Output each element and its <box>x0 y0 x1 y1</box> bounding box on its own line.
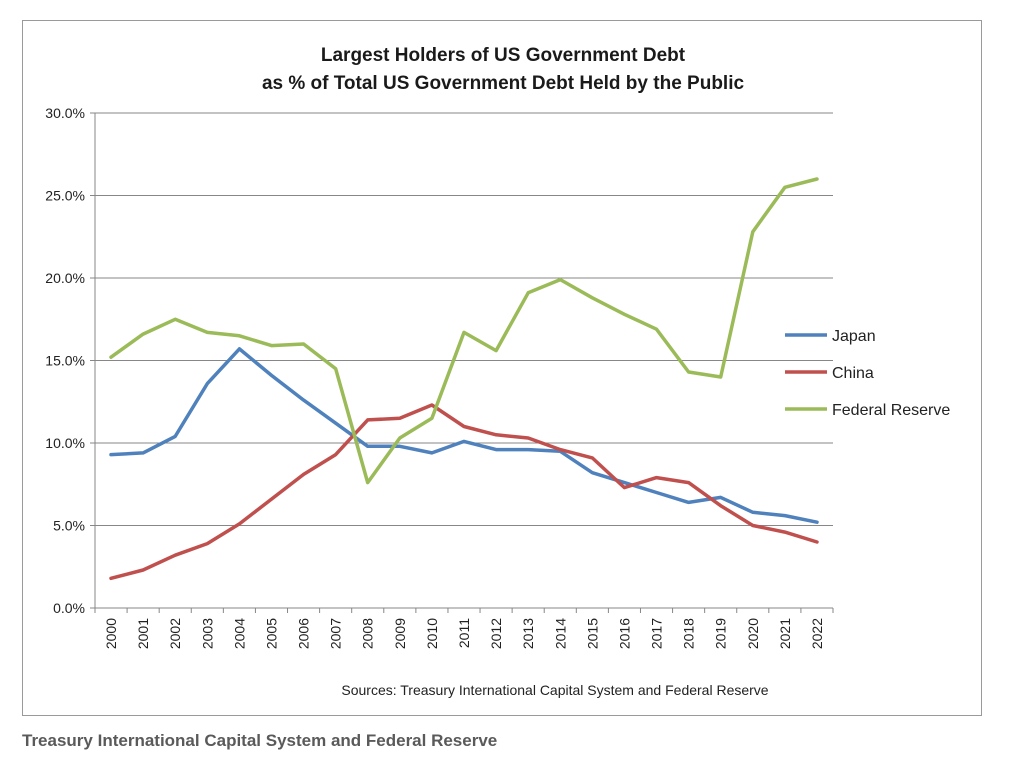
x-tick-label: 2008 <box>360 618 376 649</box>
x-tick-label: 2002 <box>167 618 183 649</box>
x-tick-label: 2022 <box>809 618 825 649</box>
x-tick-label: 2007 <box>328 618 344 649</box>
x-tick-label: 2004 <box>231 618 247 649</box>
x-tick-label: 2012 <box>488 618 504 649</box>
series-line-japan <box>109 347 819 524</box>
y-tick-label: 25.0% <box>45 188 85 204</box>
y-tick-label: 0.0% <box>53 600 85 616</box>
x-tick-label: 2010 <box>424 618 440 649</box>
legend-label-japan: Japan <box>832 328 876 345</box>
x-tick-label: 2016 <box>616 618 632 649</box>
legend-label-federal-reserve: Federal Reserve <box>832 402 950 419</box>
x-tick-label: 2000 <box>103 618 119 649</box>
chart-frame: Largest Holders of US Government Debt as… <box>22 20 982 716</box>
x-tick-label: 2013 <box>520 618 536 649</box>
x-tick-label: 2009 <box>392 618 408 649</box>
y-tick-label: 5.0% <box>53 518 85 534</box>
y-tick-label: 20.0% <box>45 270 85 286</box>
chart-title: Largest Holders of US Government Debt <box>321 45 686 66</box>
x-tick-label: 2015 <box>584 618 600 649</box>
x-tick-label: 2006 <box>296 618 312 649</box>
legend: Japan China Federal Reserve <box>785 328 950 419</box>
x-tick-label: 2001 <box>135 618 151 649</box>
image-caption: Treasury International Capital System an… <box>22 731 498 750</box>
x-tick-label: 2011 <box>456 618 472 648</box>
x-tick-label: 2019 <box>713 618 729 649</box>
x-tick-label: 2017 <box>649 618 665 649</box>
series-lines <box>109 177 819 581</box>
series-line-federal-reserve <box>109 177 819 485</box>
axes: 0.0% 5.0% 10.0% 15.0% 20.0% 25.0% 30.0% 2000 200… <box>45 105 834 649</box>
x-tick-label: 2014 <box>552 618 568 649</box>
y-tick-label: 10.0% <box>45 435 85 451</box>
y-tick-label: 15.0% <box>45 353 85 369</box>
source-note: Sources: Treasury International Capital … <box>341 682 768 698</box>
chart-subtitle: as % of Total US Government Debt Held by… <box>262 73 745 94</box>
x-tick-label: 2020 <box>745 618 761 649</box>
grid-lines <box>95 112 833 526</box>
x-tick-label: 2005 <box>263 618 279 649</box>
x-tick-label: 2003 <box>199 618 215 649</box>
y-tick-label: 30.0% <box>45 105 85 121</box>
series-line-china <box>109 403 819 581</box>
x-tick-label: 2021 <box>777 618 793 649</box>
line-chart: Largest Holders of US Government Debt as… <box>45 45 950 698</box>
x-tick-label: 2018 <box>681 618 697 649</box>
legend-label-china: China <box>832 365 874 382</box>
